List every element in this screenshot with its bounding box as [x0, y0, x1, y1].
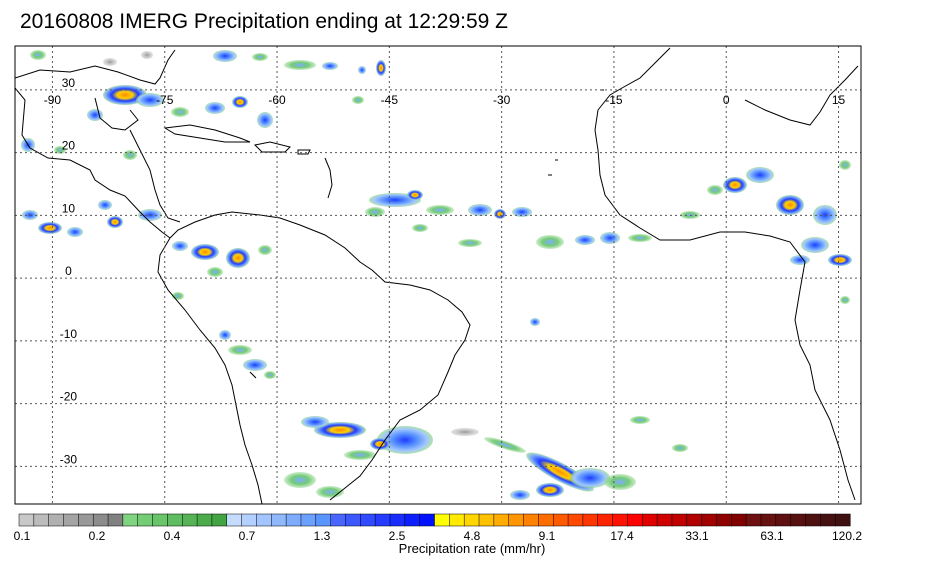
longitude-label: -75	[156, 93, 174, 107]
latitude-label: -20	[60, 390, 78, 404]
colorbar-swatch	[805, 513, 821, 527]
latitude-label: 30	[62, 76, 76, 90]
colorbar-tick-label: 33.1	[685, 529, 709, 543]
colorbar-swatch	[508, 513, 525, 527]
colorbar-swatch	[122, 513, 139, 527]
colorbar	[18, 513, 851, 527]
colorbar-swatch	[597, 513, 614, 527]
colorbar-swatch	[612, 513, 628, 527]
longitude-label: -30	[493, 93, 511, 107]
colorbar-swatch	[226, 513, 243, 527]
colorbar-swatch	[567, 513, 584, 527]
longitude-label: -45	[381, 93, 399, 107]
colorbar-swatch	[92, 513, 109, 527]
colorbar-swatch	[107, 513, 124, 527]
colorbar-swatch	[271, 513, 287, 527]
colorbar-swatch	[78, 513, 94, 527]
longitude-label: -60	[268, 93, 286, 107]
colorbar-swatch	[300, 513, 317, 527]
latitude-label: 20	[62, 139, 76, 153]
colorbar-tick-label: 0.1	[14, 529, 31, 543]
colorbar-swatch	[181, 513, 198, 527]
colorbar-swatch	[389, 513, 406, 527]
colorbar-swatch	[63, 513, 79, 527]
coastlines	[15, 47, 859, 504]
latitude-labels: 30 20 10 0 -10 -20 -30	[60, 76, 78, 466]
colorbar-swatch	[820, 513, 836, 527]
colorbar-swatch	[523, 513, 539, 527]
colorbar-tick-label: 63.1	[760, 529, 784, 543]
map-title: 20160808 IMERG Precipitation ending at 1…	[20, 10, 508, 33]
colorbar-swatch	[404, 513, 421, 527]
colorbar-swatch	[345, 513, 361, 527]
colorbar-swatch	[642, 513, 658, 527]
colorbar-swatch	[493, 513, 510, 527]
colorbar-swatch	[463, 513, 480, 527]
colorbar-tick-labels: 0.1 0.2 0.4 0.7 1.3 2.5 4.8 9.1 17.4 33.1 63.1 120.…	[14, 529, 863, 543]
colorbar-swatch	[137, 513, 154, 527]
colorbar-tick-label: 0.4	[164, 529, 181, 543]
colorbar-swatch	[360, 513, 376, 527]
colorbar-swatch	[18, 513, 35, 527]
longitude-label: 15	[832, 93, 846, 107]
colorbar-swatch	[716, 513, 732, 527]
colorbar-swatch	[834, 513, 851, 527]
colorbar-swatch	[745, 513, 762, 527]
colorbar-swatch	[167, 513, 183, 527]
colorbar-swatch	[434, 513, 450, 527]
colorbar-tick-label: 17.4	[610, 529, 634, 543]
colorbar-label: Precipitation rate (mm/hr)	[398, 541, 546, 556]
latitude-label: -30	[60, 452, 78, 466]
colorbar-swatch	[701, 513, 717, 527]
colorbar-swatch	[627, 513, 643, 527]
colorbar-swatch	[315, 513, 332, 527]
colorbar-swatch	[374, 513, 391, 527]
latitude-label: -10	[60, 327, 78, 341]
colorbar-swatch	[671, 513, 688, 527]
longitude-label: 0	[723, 93, 730, 107]
colorbar-swatch	[330, 513, 347, 527]
colorbar-swatch	[48, 513, 65, 527]
colorbar-swatch	[241, 513, 257, 527]
colorbar-tick-label: 1.3	[314, 529, 331, 543]
longitude-labels: -90 -75 -60 -45 -30 -15 0 15	[44, 93, 846, 107]
colorbar-swatch	[552, 513, 569, 527]
colorbar-swatch	[211, 513, 228, 527]
longitude-label: -15	[605, 93, 623, 107]
colorbar-swatch	[731, 513, 747, 527]
colorbar-tick-label: 2.5	[389, 529, 406, 543]
colorbar-swatch	[449, 513, 465, 527]
colorbar-swatch	[656, 513, 673, 527]
colorbar-swatch	[790, 513, 807, 527]
colorbar-swatch	[152, 513, 168, 527]
map-frame	[14, 45, 862, 505]
latitude-label: 10	[62, 201, 76, 215]
colorbar-swatch	[33, 513, 50, 527]
colorbar-swatch	[419, 513, 436, 527]
colorbar-tick-label: 0.2	[89, 529, 106, 543]
longitude-label: -90	[44, 93, 62, 107]
colorbar-tick-label: 120.2	[832, 529, 862, 543]
colorbar-swatch	[775, 513, 792, 527]
colorbar-swatch	[760, 513, 777, 527]
colorbar-swatch	[478, 513, 495, 527]
gridlines	[15, 46, 861, 504]
precipitation-layer	[21, 50, 852, 500]
colorbar-swatch	[196, 513, 213, 527]
colorbar-swatch	[256, 513, 272, 527]
colorbar-swatch	[582, 513, 599, 527]
colorbar-swatch	[686, 513, 703, 527]
colorbar-tick-label: 0.7	[239, 529, 256, 543]
colorbar-swatch	[538, 513, 554, 527]
colorbar-swatch	[285, 513, 302, 527]
colorbar-tick-label: 9.1	[539, 529, 556, 543]
colorbar-tick-label: 4.8	[464, 529, 481, 543]
latitude-label: 0	[65, 264, 72, 278]
